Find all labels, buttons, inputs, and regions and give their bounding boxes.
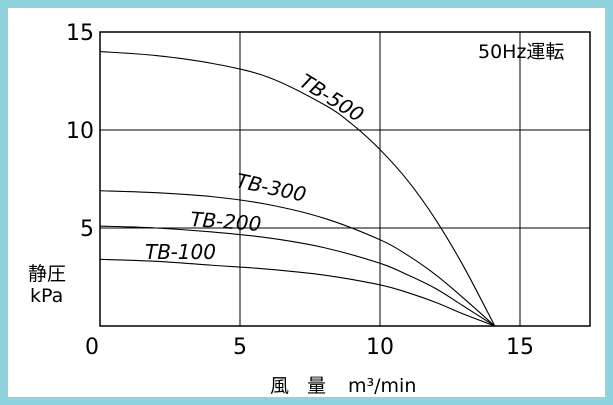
x-axis-label: 風 量 [270,375,332,397]
x-axis-unit: m³/min [348,375,416,397]
series-label-tb-100: TB-100 [145,240,216,264]
curve-tb-200 [99,225,496,327]
grid [100,32,590,326]
series-label-tb-500: TB-500 [295,69,368,127]
curves [99,51,496,327]
x-tick-label-15: 15 [506,335,534,360]
plot-border [99,31,591,327]
x-tick-label-5: 5 [233,335,247,360]
x-tick-label-0: 0 [85,335,99,360]
curve-tb-500 [99,51,496,327]
y-axis-label: 静圧 [28,263,66,285]
y-tick-label-5: 5 [80,217,94,242]
y-axis-unit: kPa [30,285,63,307]
y-tick-label-15: 15 [66,21,94,46]
curve-tb-300 [99,190,496,327]
annotation-50hz: 50Hz運転 [478,41,564,63]
series-label-tb-200: TB-200 [190,207,262,236]
x-tick-label-10: 10 [366,335,394,360]
y-tick-label-10: 10 [66,119,94,144]
curve-tb-100 [99,258,495,327]
